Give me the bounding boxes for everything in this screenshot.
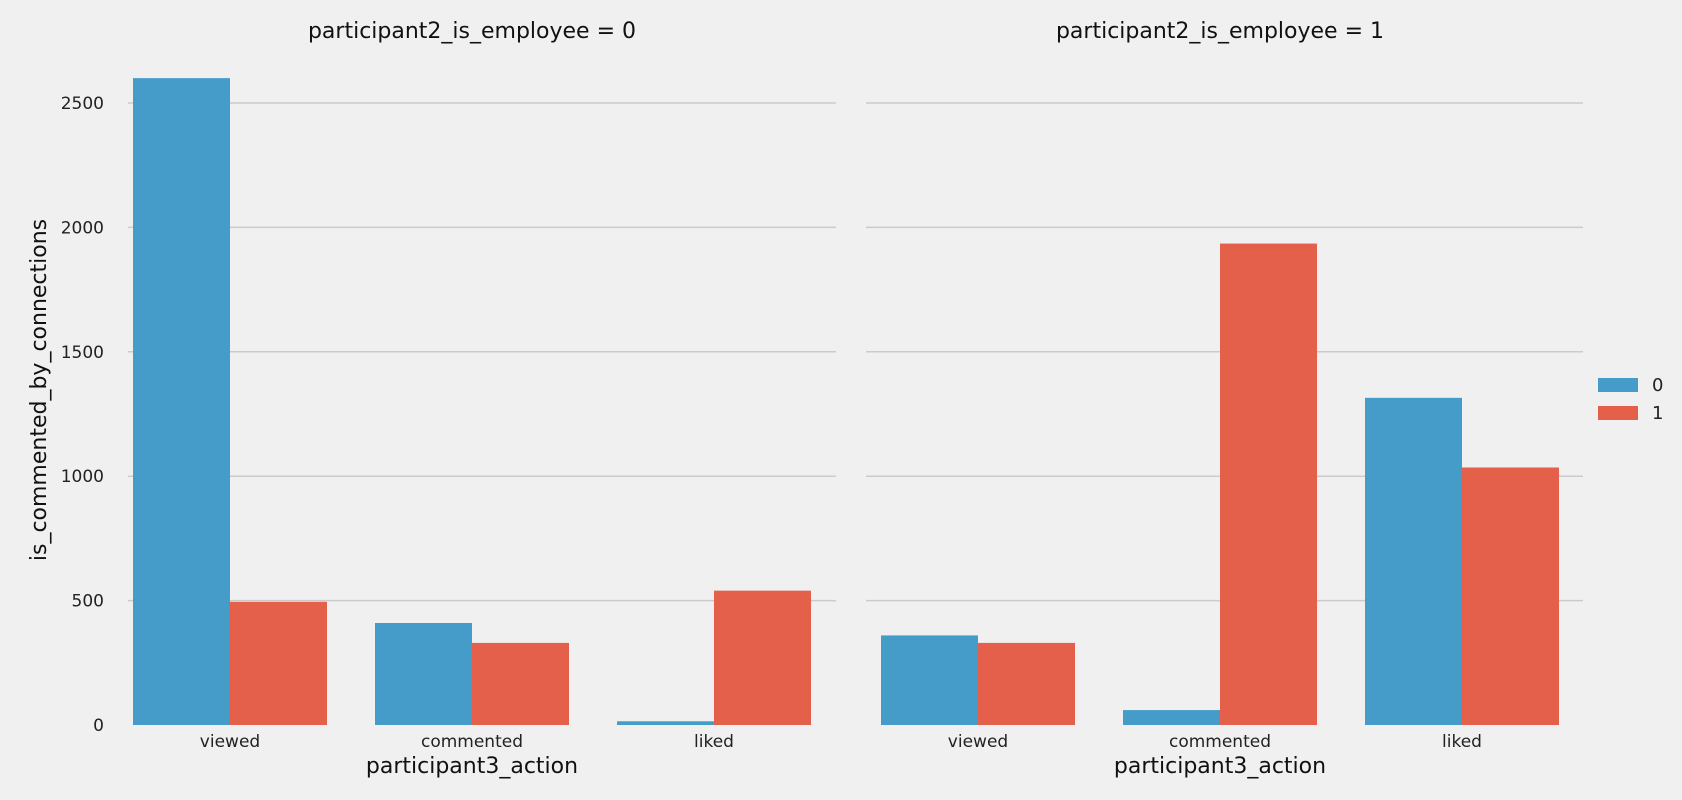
bar-panel1-viewed-series-0 <box>133 78 230 726</box>
y-axis-label: is_commented_by_connections <box>27 219 52 561</box>
panel-2-x-axis-label: participant3_action <box>1114 754 1326 779</box>
bar-panel2-liked-series-1 <box>1462 467 1559 725</box>
y-tick-label: 500 <box>72 592 104 612</box>
panel-1-x-axis-label: participant3_action <box>366 754 578 779</box>
x-tick-label: liked <box>1442 732 1482 752</box>
bar-panel2-commented-series-1 <box>1220 243 1317 725</box>
legend-label-0: 0 <box>1652 375 1663 396</box>
bar-panel1-commented-series-0 <box>375 622 472 725</box>
panel-1-title: participant2_is_employee = 0 <box>308 19 636 44</box>
bars-layer <box>133 78 1559 726</box>
bar-panel1-viewed-series-1 <box>230 601 327 725</box>
y-tick-label: 1000 <box>61 467 104 487</box>
x-tick-label: viewed <box>200 732 260 752</box>
y-tick-label: 2500 <box>61 94 104 114</box>
x-tick-label: commented <box>1169 732 1271 752</box>
y-tick-label: 2000 <box>61 218 104 238</box>
y-tick-label: 1500 <box>61 343 104 363</box>
bar-panel1-commented-series-1 <box>472 642 569 725</box>
legend-swatch-1 <box>1598 406 1638 420</box>
legend: 0 1 <box>1598 375 1663 424</box>
x-tick-label: viewed <box>948 732 1008 752</box>
legend-label-1: 1 <box>1652 403 1663 424</box>
bar-panel2-viewed-series-1 <box>978 642 1075 725</box>
bar-panel1-liked-series-1 <box>714 590 811 725</box>
grid-layer <box>128 102 1583 602</box>
x-tick-label: commented <box>421 732 523 752</box>
bar-panel2-commented-series-0 <box>1123 710 1220 725</box>
bar-panel2-liked-series-0 <box>1365 397 1462 725</box>
x-tick-label: liked <box>694 732 734 752</box>
bar-panel2-viewed-series-0 <box>881 635 978 725</box>
panel-2-title: participant2_is_employee = 1 <box>1056 19 1384 44</box>
text-layer: is_commented_by_connections participant2… <box>27 19 1482 779</box>
legend-swatch-0 <box>1598 378 1638 392</box>
y-tick-label: 0 <box>93 716 104 736</box>
bar-panel1-liked-series-0 <box>617 721 714 725</box>
